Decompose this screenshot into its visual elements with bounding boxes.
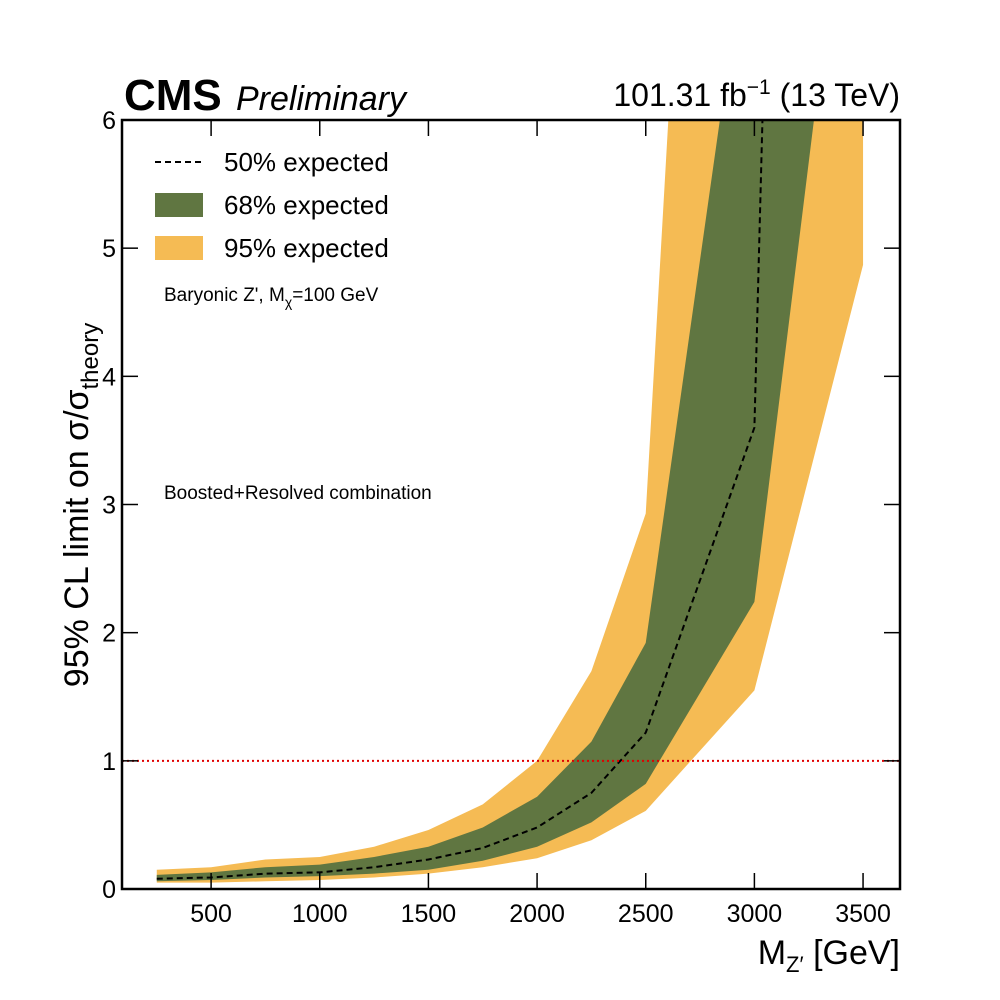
x-label-main: M	[758, 934, 786, 972]
y-label-main: 95% CL limit on σ/σ	[58, 389, 96, 687]
plot-area	[122, 120, 900, 883]
band	[156, 120, 814, 882]
x-tick-label: 3500	[835, 900, 891, 928]
median-line	[156, 120, 764, 880]
legend-swatch	[155, 236, 203, 260]
y-tick-label: 3	[102, 492, 116, 520]
x-label-sub: Z′	[786, 952, 804, 977]
lumi-sup: −1	[747, 76, 771, 99]
legend-label: 68% expected	[224, 190, 389, 220]
annotation: Baryonic Z', Mχ=100 GeV	[164, 285, 379, 310]
x-label-unit: [GeV]	[804, 934, 900, 972]
y-tick-label: 1	[102, 748, 116, 776]
annotation: Boosted+Resolved combination	[164, 483, 432, 504]
experiment-label: CMS	[124, 71, 222, 120]
lumi: 101.31 fb	[613, 77, 746, 113]
y-tick-label: 2	[102, 620, 116, 648]
x-tick-label: 1500	[401, 900, 457, 928]
y-tick-label: 0	[102, 876, 116, 904]
y-tick-label: 6	[102, 107, 116, 135]
y-tick-label: 5	[102, 235, 116, 263]
status-label: Preliminary	[236, 80, 408, 118]
annotation-main: Baryonic Z', M	[164, 285, 285, 306]
y-tick-label: 4	[102, 363, 116, 391]
legend-label: 95% expected	[224, 233, 389, 263]
x-tick-label: 3000	[727, 900, 783, 928]
annotation-sub: χ	[285, 294, 293, 310]
x-tick-label: 1000	[292, 900, 348, 928]
x-tick-label: 2500	[618, 900, 674, 928]
x-tick-label: 2000	[509, 900, 565, 928]
x-tick-label: 500	[190, 900, 232, 928]
x-axis-label: MZ′ [GeV]	[758, 934, 900, 977]
energy: (13 TeV)	[771, 77, 900, 113]
y-axis-label: 95% CL limit on σ/σtheory	[58, 323, 104, 687]
y-label-sub: theory	[77, 323, 104, 390]
lumi-label: 101.31 fb−1 (13 TeV)	[613, 76, 900, 113]
legend-swatch	[155, 193, 203, 217]
annotation-rest: =100 GeV	[292, 285, 378, 306]
legend-label: 50% expected	[224, 147, 389, 177]
